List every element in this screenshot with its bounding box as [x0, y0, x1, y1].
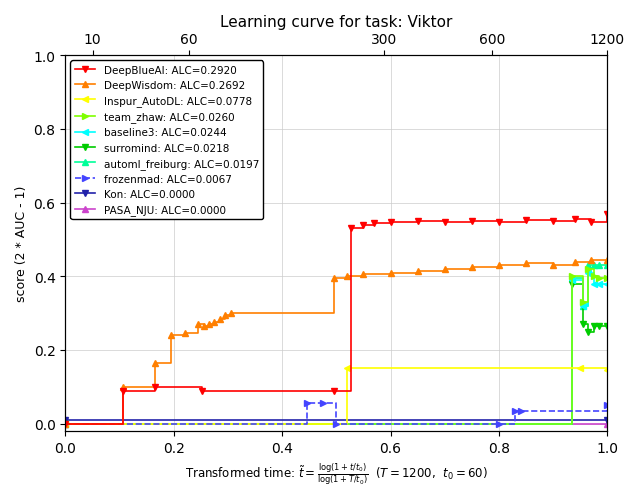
- X-axis label: Transformed time: $\tilde{t} = \frac{\log(1 + t/t_0)}{\log(1 + T/t_0)}$  ($T = 1: Transformed time: $\tilde{t} = \frac{\lo…: [185, 460, 488, 486]
- Y-axis label: score (2 * AUC - 1): score (2 * AUC - 1): [15, 185, 28, 302]
- Legend: DeepBlueAI: ALC=0.2920, DeepWisdom: ALC=0.2692, Inspur_AutoDL: ALC=0.0778, team_: DeepBlueAI: ALC=0.2920, DeepWisdom: ALC=…: [70, 61, 264, 220]
- Title: Learning curve for task: Viktor: Learning curve for task: Viktor: [220, 15, 452, 30]
